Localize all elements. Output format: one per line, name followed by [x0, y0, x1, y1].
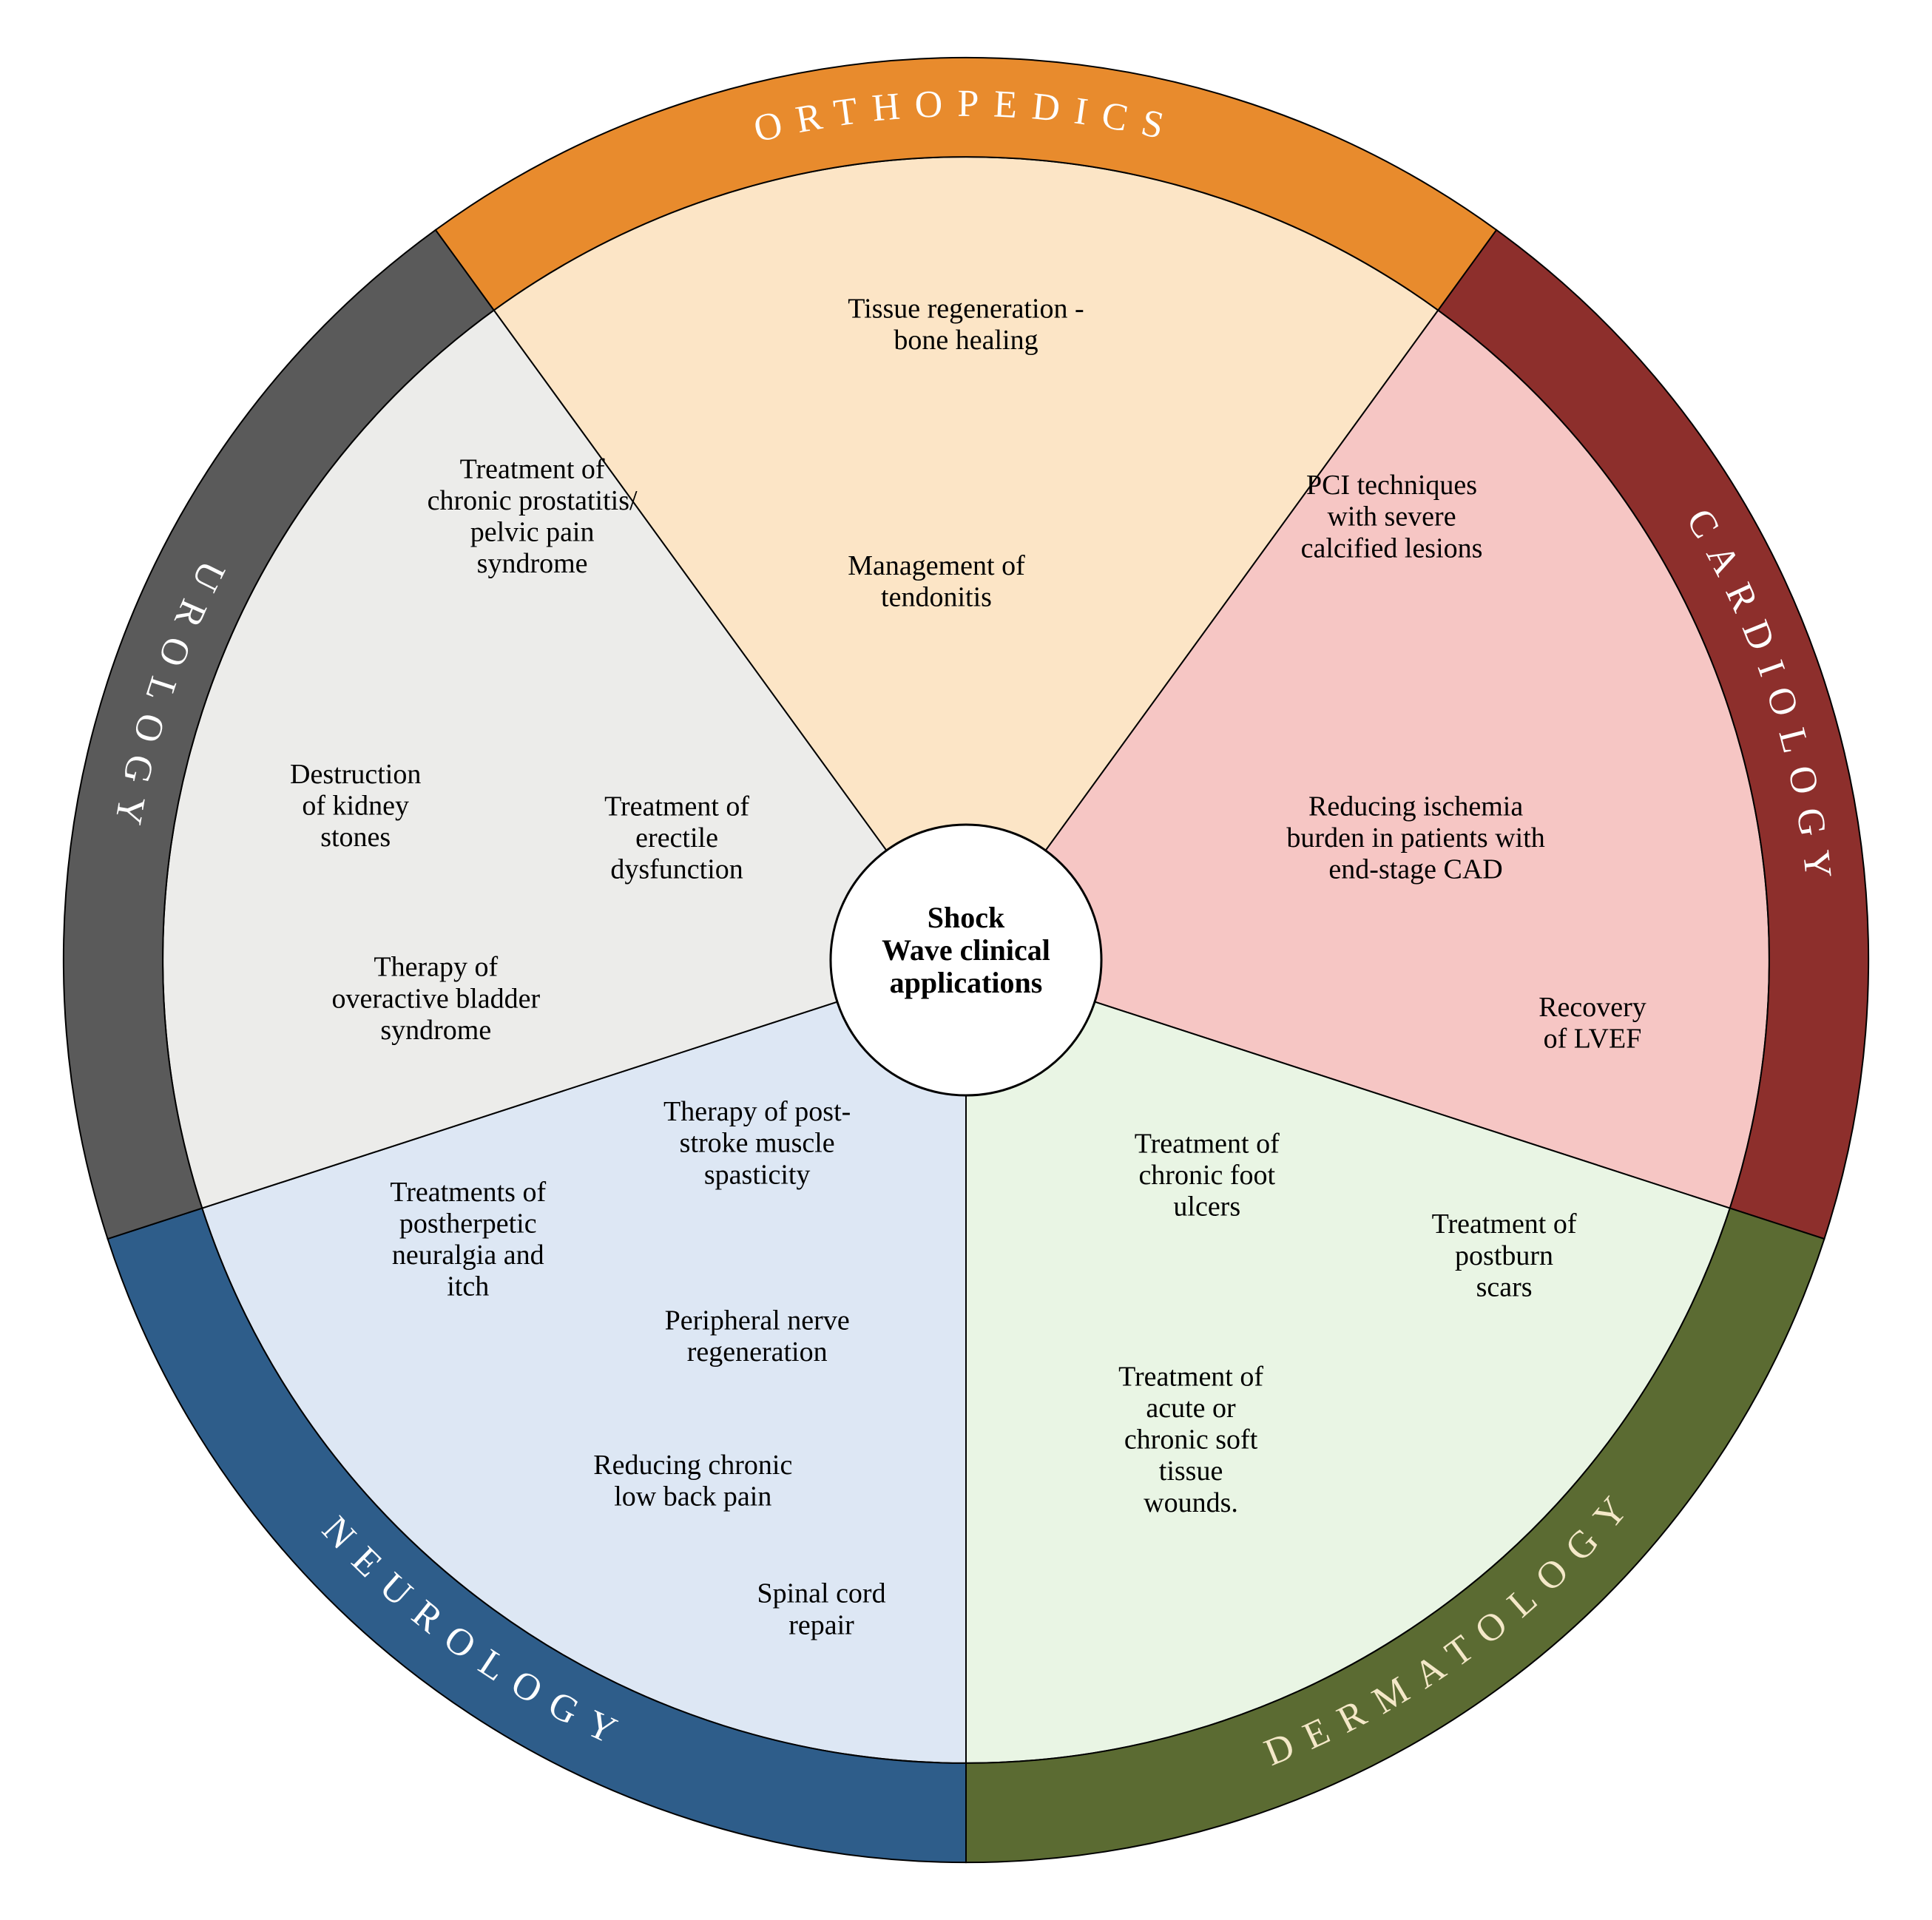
neuro-text-3: Peripheral nerveregeneration: [665, 1305, 850, 1368]
neuro-text-4: Reducing chroniclow back pain: [593, 1450, 792, 1512]
shockwave-diagram: ORTHOPEDICSCARDIOLOGYDERMATOLOGYNEUROLOG…: [0, 0, 1932, 1920]
cardio-text-3: Recoveryof LVEF: [1538, 992, 1646, 1055]
cardio-text-1: PCI techniqueswith severecalcified lesio…: [1301, 470, 1483, 564]
